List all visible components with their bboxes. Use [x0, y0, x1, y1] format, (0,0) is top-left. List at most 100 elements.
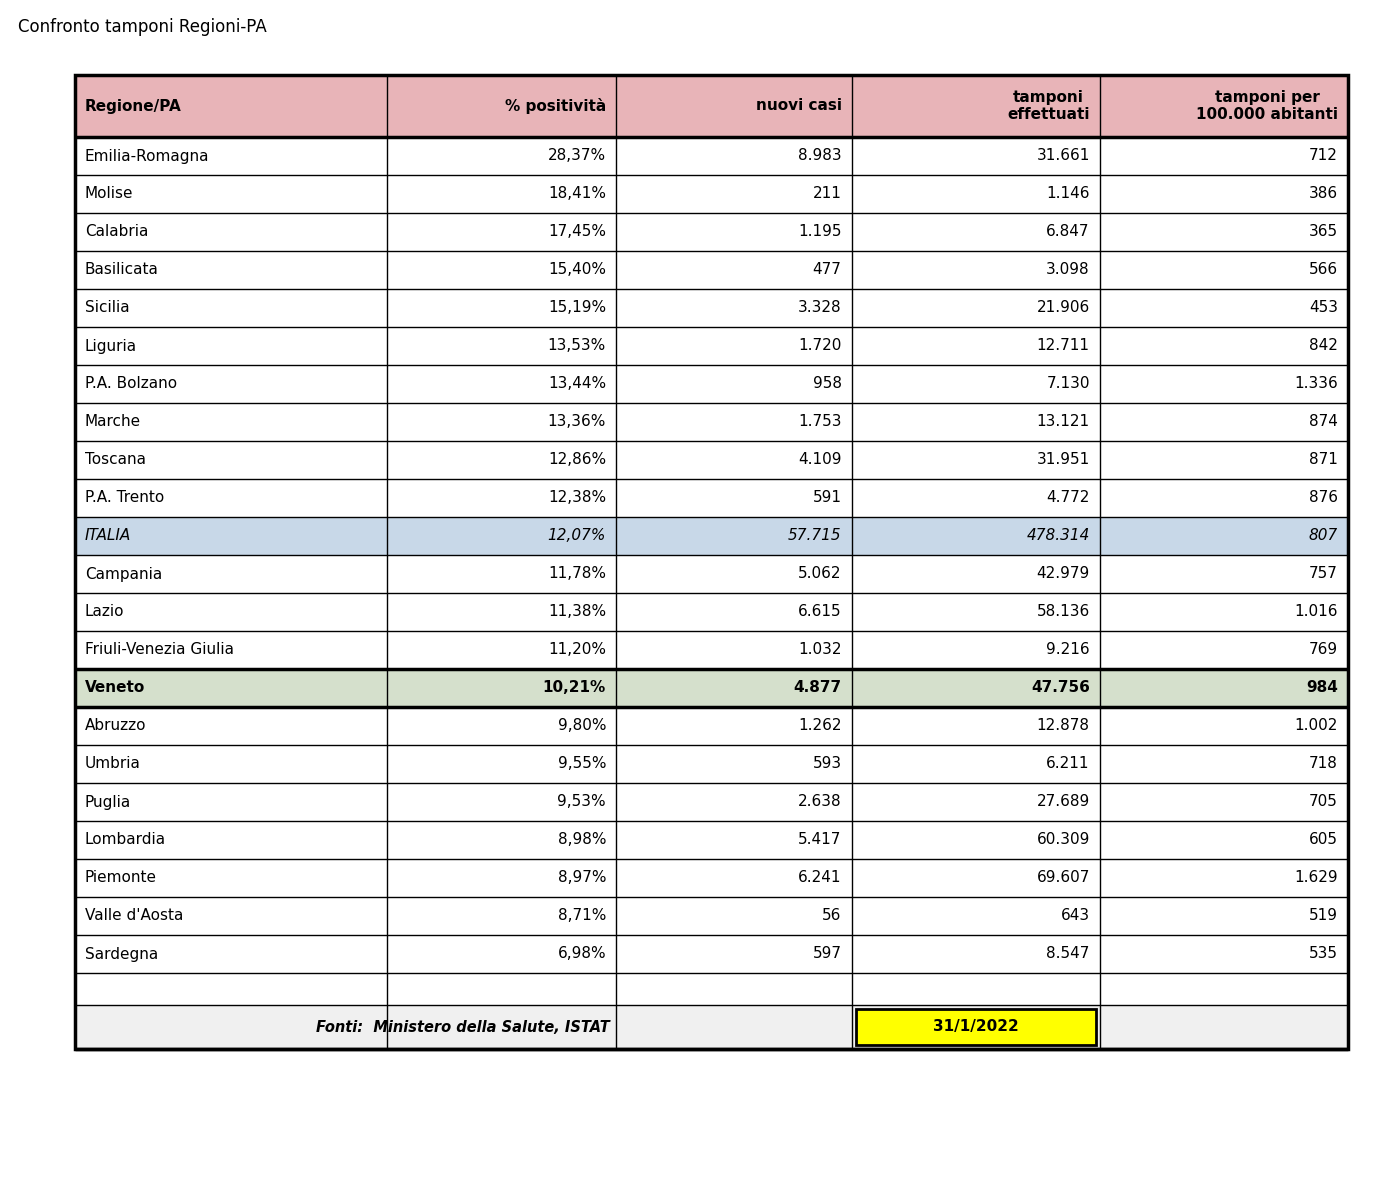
Text: 519: 519 — [1309, 909, 1338, 923]
Text: 593: 593 — [813, 756, 842, 772]
Text: Fonti:  Ministero della Salute, ISTAT: Fonti: Ministero della Salute, ISTAT — [317, 1020, 610, 1034]
Bar — [387, 936, 616, 973]
Bar — [74, 669, 387, 707]
Bar — [74, 441, 387, 479]
Bar — [1100, 441, 1348, 479]
Text: 605: 605 — [1309, 832, 1338, 848]
Text: 9,55%: 9,55% — [558, 756, 606, 772]
Text: P.A. Bolzano: P.A. Bolzano — [85, 377, 178, 391]
Bar — [74, 175, 387, 213]
Text: 1.002: 1.002 — [1294, 719, 1338, 733]
Text: 12,07%: 12,07% — [547, 529, 606, 543]
Text: 28,37%: 28,37% — [548, 148, 606, 164]
Bar — [1100, 858, 1348, 897]
Text: Lazio: Lazio — [85, 604, 124, 620]
Text: 42.979: 42.979 — [1036, 567, 1090, 582]
Bar — [387, 250, 616, 289]
Bar — [387, 783, 616, 821]
Bar — [74, 137, 387, 175]
Text: 12.878: 12.878 — [1036, 719, 1090, 733]
Bar — [852, 137, 1100, 175]
Bar — [1100, 555, 1348, 594]
Bar — [852, 213, 1100, 250]
Bar — [74, 327, 387, 365]
Bar — [1100, 1005, 1348, 1049]
Bar — [1100, 745, 1348, 783]
Text: 27.689: 27.689 — [1036, 795, 1090, 809]
Bar — [1100, 897, 1348, 936]
Text: ITALIA: ITALIA — [85, 529, 131, 543]
Bar — [1100, 669, 1348, 707]
Bar — [852, 783, 1100, 821]
Text: 477: 477 — [813, 262, 842, 277]
Bar — [616, 75, 852, 137]
Bar — [387, 403, 616, 441]
Bar — [852, 707, 1100, 745]
Bar — [616, 213, 852, 250]
Text: 69.607: 69.607 — [1036, 870, 1090, 885]
Bar — [1100, 403, 1348, 441]
Text: 18,41%: 18,41% — [548, 187, 606, 201]
Bar — [1100, 973, 1348, 1005]
Text: 6.211: 6.211 — [1046, 756, 1090, 772]
Text: 6.615: 6.615 — [798, 604, 842, 620]
Text: 13,44%: 13,44% — [548, 377, 606, 391]
Bar — [852, 250, 1100, 289]
Text: 874: 874 — [1309, 414, 1338, 430]
Bar — [387, 555, 616, 594]
Text: Piemonte: Piemonte — [85, 870, 157, 885]
Text: 56: 56 — [823, 909, 842, 923]
Bar — [616, 441, 852, 479]
Text: 11,38%: 11,38% — [548, 604, 606, 620]
Text: 57.715: 57.715 — [788, 529, 842, 543]
Bar — [852, 555, 1100, 594]
Bar — [852, 327, 1100, 365]
Text: 535: 535 — [1309, 946, 1338, 962]
Text: 1.146: 1.146 — [1046, 187, 1090, 201]
Text: 597: 597 — [813, 946, 842, 962]
Bar — [616, 479, 852, 517]
Bar — [852, 897, 1100, 936]
Text: 60.309: 60.309 — [1036, 832, 1090, 848]
Bar — [74, 555, 387, 594]
Bar — [852, 365, 1100, 403]
Text: 705: 705 — [1309, 795, 1338, 809]
Text: 958: 958 — [813, 377, 842, 391]
Bar — [387, 973, 616, 1005]
Text: 15,40%: 15,40% — [548, 262, 606, 277]
Bar — [852, 858, 1100, 897]
Text: Emilia-Romagna: Emilia-Romagna — [85, 148, 209, 164]
Bar — [1100, 783, 1348, 821]
Text: 21.906: 21.906 — [1036, 301, 1090, 315]
Text: 1.753: 1.753 — [798, 414, 842, 430]
Text: 4.109: 4.109 — [798, 453, 842, 467]
Text: 1.629: 1.629 — [1294, 870, 1338, 885]
Text: 9,53%: 9,53% — [557, 795, 606, 809]
Text: 478.314: 478.314 — [1027, 529, 1090, 543]
Bar — [387, 365, 616, 403]
Text: 8.547: 8.547 — [1046, 946, 1090, 962]
Text: Abruzzo: Abruzzo — [85, 719, 146, 733]
Bar — [616, 821, 852, 858]
Bar — [852, 594, 1100, 631]
Text: 1.195: 1.195 — [798, 224, 842, 240]
Bar — [74, 973, 387, 1005]
Bar — [616, 936, 852, 973]
Text: 12,38%: 12,38% — [548, 490, 606, 506]
Text: 8,71%: 8,71% — [558, 909, 606, 923]
Text: 8.983: 8.983 — [798, 148, 842, 164]
Text: 17,45%: 17,45% — [548, 224, 606, 240]
Bar — [616, 973, 852, 1005]
Bar — [616, 1005, 852, 1049]
Text: 1.262: 1.262 — [798, 719, 842, 733]
Text: 757: 757 — [1309, 567, 1338, 582]
Text: Campania: Campania — [85, 567, 163, 582]
Bar — [387, 745, 616, 783]
Bar — [852, 517, 1100, 555]
Bar — [616, 858, 852, 897]
Bar — [74, 403, 387, 441]
Text: 12.711: 12.711 — [1036, 338, 1090, 354]
Text: Friuli-Venezia Giulia: Friuli-Venezia Giulia — [85, 643, 234, 657]
Text: Veneto: Veneto — [85, 680, 145, 696]
Text: % positività: % positività — [504, 98, 606, 114]
